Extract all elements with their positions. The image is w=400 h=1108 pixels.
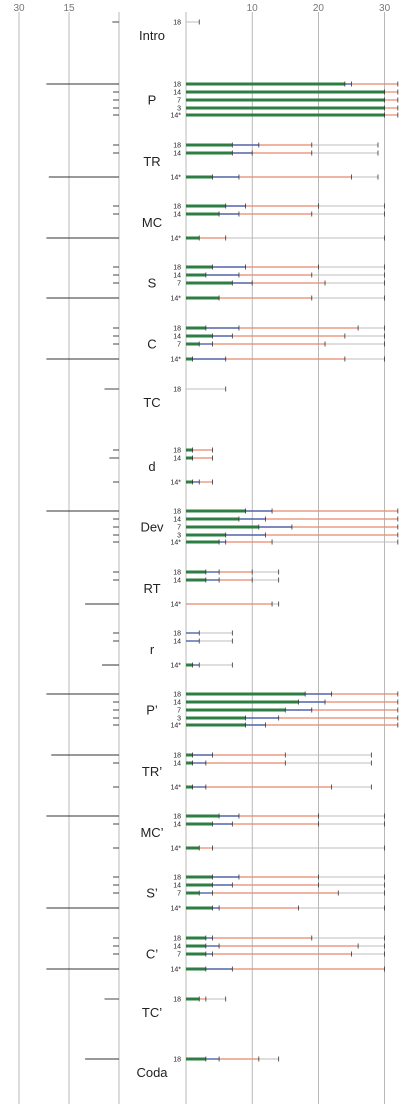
row-label: 14 — [173, 578, 181, 585]
section-label: TC — [143, 395, 160, 410]
row-label: 18 — [173, 82, 181, 89]
section-label: RT — [143, 581, 160, 596]
section-label: P’ — [146, 703, 158, 718]
section-label: P — [148, 93, 157, 108]
row-label: 18 — [173, 204, 181, 211]
section-label: S — [148, 276, 157, 291]
left-axis-tick-label: 15 — [63, 3, 75, 14]
right-axis-tick-label: 20 — [313, 3, 325, 14]
row-label: 18 — [173, 326, 181, 333]
row-label: 14 — [173, 456, 181, 463]
row-label: 14* — [170, 175, 181, 182]
row-label: 14* — [170, 480, 181, 487]
row-label: 14* — [170, 357, 181, 364]
section-label: Coda — [136, 1065, 168, 1080]
section-label: C’ — [146, 947, 158, 962]
row-label: 14* — [170, 906, 181, 913]
row-label: 14* — [170, 602, 181, 609]
row-label: 14 — [173, 639, 181, 646]
row-label: 14* — [170, 540, 181, 547]
right-axis-tick-label: 10 — [247, 3, 259, 14]
row-label: 7 — [177, 281, 181, 288]
row-label: 18 — [173, 1057, 181, 1064]
row-label: 18 — [173, 509, 181, 516]
row-label: 14 — [173, 883, 181, 890]
row-label: 14 — [173, 212, 181, 219]
row-label: 18 — [173, 814, 181, 821]
section-label: TR — [143, 154, 160, 169]
chart-labels: Intro18P18147314*TR181414*MC181414*S1814… — [136, 20, 181, 1081]
row-label: 14* — [170, 296, 181, 303]
section-label: Intro — [139, 28, 165, 43]
row-label: 18 — [173, 936, 181, 943]
row-label: 18 — [173, 875, 181, 882]
section-label: C — [147, 337, 156, 352]
row-label: 7 — [177, 98, 181, 105]
row-label: 18 — [173, 692, 181, 699]
row-label: 14 — [173, 151, 181, 158]
chart-bars — [46, 19, 399, 1062]
row-label: 18 — [173, 143, 181, 150]
left-axis-tick-label: 30 — [13, 3, 25, 14]
row-label: 7 — [177, 891, 181, 898]
row-label: 14 — [173, 334, 181, 341]
row-label: 14* — [170, 236, 181, 243]
row-label: 14* — [170, 723, 181, 730]
row-label: 14 — [173, 90, 181, 97]
row-label: 18 — [173, 631, 181, 638]
grid-lines — [18, 12, 385, 1104]
section-label: S’ — [146, 886, 158, 901]
row-label: 14 — [173, 273, 181, 280]
row-label: 3 — [177, 533, 181, 540]
row-label: 7 — [177, 952, 181, 959]
row-label: 7 — [177, 708, 181, 715]
row-label: 14* — [170, 113, 181, 120]
section-label: TR’ — [142, 764, 162, 779]
section-label: TC’ — [142, 1005, 162, 1020]
row-label: 18 — [173, 265, 181, 272]
row-label: 7 — [177, 525, 181, 532]
row-label: 18 — [173, 570, 181, 577]
row-label: 14* — [170, 785, 181, 792]
row-label: 14 — [173, 944, 181, 951]
section-label: d — [148, 459, 155, 474]
row-label: 14* — [170, 967, 181, 974]
section-label: Dev — [140, 520, 164, 535]
row-label: 14 — [173, 761, 181, 768]
row-label: 18 — [173, 997, 181, 1004]
row-label: 14* — [170, 846, 181, 853]
row-label: 18 — [173, 387, 181, 394]
section-label: MC — [142, 215, 162, 230]
row-label: 7 — [177, 342, 181, 349]
row-label: 3 — [177, 716, 181, 723]
row-label: 18 — [173, 448, 181, 455]
row-label: 18 — [173, 20, 181, 27]
axis-tick-labels: 30 15 10 20 30 — [13, 3, 390, 14]
section-label: r — [150, 642, 155, 657]
right-axis-tick-label: 30 — [379, 3, 391, 14]
row-label: 3 — [177, 106, 181, 113]
row-label: 18 — [173, 753, 181, 760]
row-label: 14* — [170, 663, 181, 670]
section-label: MC’ — [140, 825, 163, 840]
row-label: 14 — [173, 700, 181, 707]
row-label: 14 — [173, 517, 181, 524]
row-label: 14 — [173, 822, 181, 829]
